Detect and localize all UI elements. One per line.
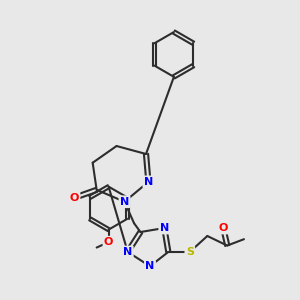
Text: N: N bbox=[160, 223, 169, 233]
Text: N: N bbox=[120, 197, 129, 207]
Text: N: N bbox=[146, 261, 154, 271]
Text: S: S bbox=[186, 247, 194, 257]
Text: O: O bbox=[104, 237, 113, 247]
Text: O: O bbox=[70, 193, 79, 203]
Text: O: O bbox=[219, 223, 228, 233]
Text: N: N bbox=[123, 247, 132, 257]
Text: N: N bbox=[144, 177, 153, 187]
